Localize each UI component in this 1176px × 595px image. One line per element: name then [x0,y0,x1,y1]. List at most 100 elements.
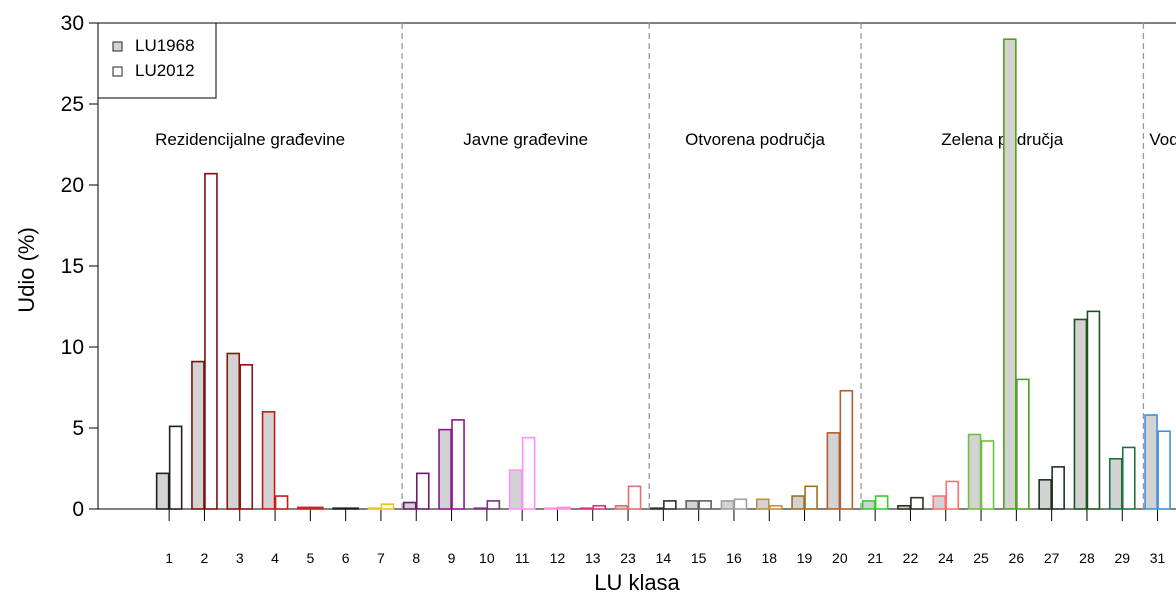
x-tick-label: 10 [479,550,495,566]
bar-lu1968-25 [967,433,982,510]
x-tick-label: 15 [691,550,707,566]
bar-lu2012-8 [415,472,430,510]
x-tick-label: 25 [973,550,989,566]
bar-lu1968-11 [508,469,523,510]
y-tick-label: 25 [61,93,84,116]
bar-lu2012-23 [627,485,642,510]
x-tick-label: 29 [1114,550,1130,566]
bar-lu2012-4 [274,495,289,510]
x-tick-label: 2 [201,550,209,566]
bar-lu2012-25 [980,440,995,510]
x-axis-title: LU klasa [594,570,680,595]
group-label: Zelena područja [941,130,1063,149]
bar-lu2012-26 [1016,378,1030,510]
bar-lu1968-24 [932,495,947,510]
bar-lu1968-13 [579,507,594,510]
y-tick-label: 30 [61,12,84,35]
bar-lu2012-11 [521,436,536,510]
bar-lu2012-13 [592,504,607,510]
legend-box [97,22,217,99]
x-tick-label: 6 [342,550,350,566]
bar-lu1968-3 [226,352,241,510]
group-label: Javne građevine [463,130,588,149]
x-tick-label: 7 [377,550,385,566]
bar-lu1968-9 [438,428,452,510]
bar-lu2012-3 [239,364,254,510]
bar-lu2012-12 [557,506,571,510]
bar-lu2012-5 [310,506,324,510]
bar-lu2012-21 [874,495,889,510]
x-tick-label: 13 [585,550,601,566]
legend: LU1968 LU2012 [97,22,217,99]
group-label: Otvorena područja [685,130,825,149]
bar-lu2012-18 [768,504,783,510]
bar-lu1968-27 [1038,479,1052,510]
bar-lu2012-9 [451,419,465,510]
group-labels: Rezidencijalne građevine Javne građevine O… [155,130,1176,149]
bar-lu1968-4 [261,410,276,510]
x-tick-label: 26 [1009,550,1025,566]
y-axis: 0 5 10 15 20 25 30 [61,12,98,521]
x-tick-label: 21 [867,550,883,566]
x-tick-label: 31 [1150,550,1166,566]
group-label: Vode [1149,130,1176,149]
bar-lu1968-22 [897,504,911,510]
x-tick-label: 23 [620,550,636,566]
legend-label-lu2012: LU2012 [135,61,195,80]
bar-lu1968-26 [1003,38,1017,510]
bar-lu2012-14 [663,500,677,510]
bar-lu1968-1 [155,472,170,510]
x-tick-label: 16 [726,550,742,566]
bar-lu2012-7 [380,503,395,510]
bar-lu1968-23 [614,504,629,510]
legend-swatch-lu2012 [112,66,123,77]
x-tick-label: 14 [656,550,672,566]
x-tick-label: 24 [938,550,954,566]
bar-lu1968-12 [544,507,558,510]
bar-lu1968-20 [826,432,841,510]
x-axis: 1 2 3 4 5 6 7 8 9 10 11 12 13 23 14 15 16 18 19 20 21 22 24 25 2… [165,509,1166,566]
y-tick-label: 5 [72,417,84,440]
bar-lu2012-31 [1157,430,1171,510]
x-tick-label: 20 [832,550,848,566]
bar-lu1968-6 [332,507,346,510]
bar-lu1968-10 [473,507,488,510]
x-tick-label: 1 [165,550,173,566]
bar-lu2012-19 [804,485,818,510]
x-tick-label: 8 [412,550,420,566]
bar-lu1968-14 [650,507,664,510]
bar-lu2012-16 [733,498,748,510]
bar-lu1968-19 [791,495,805,510]
bar-lu2012-28 [1086,310,1101,510]
bar-lu2012-2 [204,172,218,510]
legend-swatch-lu1968 [112,41,123,52]
group-separators [401,23,1145,509]
bar-lu1968-2 [191,360,205,510]
bar-lu1968-8 [402,501,417,510]
bar-lu1968-5 [297,506,311,510]
bar-lu1968-31 [1144,414,1158,510]
bar-lu1968-7 [367,507,382,510]
x-tick-label: 18 [761,550,777,566]
x-tick-label: 9 [448,550,456,566]
bar-lu1968-18 [755,498,770,510]
bar-lu2012-24 [945,480,960,510]
legend-label-lu1968: LU1968 [135,36,195,55]
bar-lu2012-27 [1051,466,1065,510]
bar-lu2012-20 [839,389,854,510]
x-tick-label: 28 [1079,550,1095,566]
bar-lu2012-22 [910,496,924,510]
x-tick-label: 3 [236,550,244,566]
bar-lu2012-15 [698,500,712,510]
y-tick-label: 10 [61,336,84,359]
x-tick-label: 11 [515,550,530,566]
group-label: Rezidencijalne građevine [155,130,345,149]
bar-lu2012-10 [486,500,501,510]
x-tick-label: 27 [1044,550,1060,566]
bar-lu2012-1 [168,425,183,510]
bar-lu1968-29 [1108,457,1123,510]
y-axis-title: Udio (%) [14,227,39,313]
bar-lu1968-15 [685,500,699,510]
bars [155,38,1171,510]
bar-lu1968-21 [861,500,876,510]
